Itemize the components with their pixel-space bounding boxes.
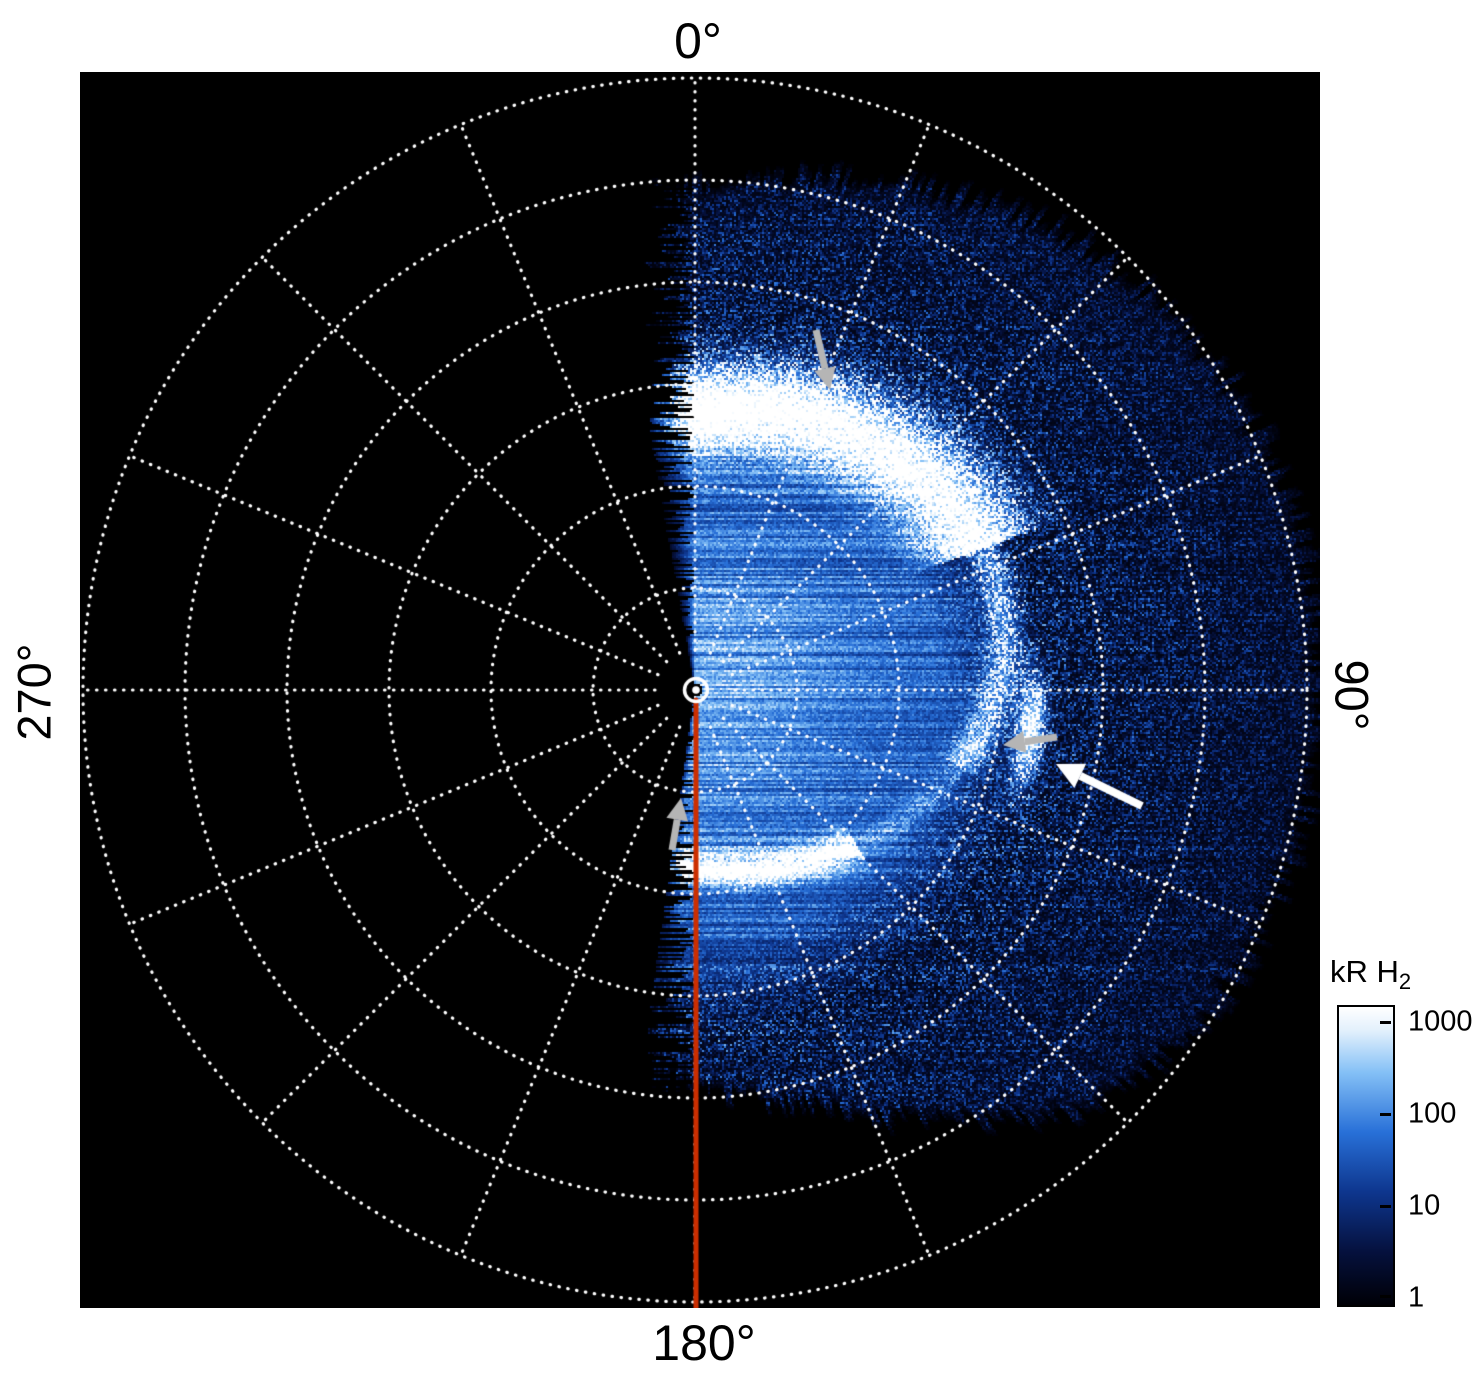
colorbar-tick-label-100: 100 bbox=[1408, 1097, 1457, 1130]
colorbar-tick-label-10: 10 bbox=[1408, 1189, 1441, 1222]
colorbar-tick-mark bbox=[1380, 1021, 1391, 1024]
angle-label-90: 90° bbox=[1325, 659, 1379, 731]
colorbar-title-main: kR H bbox=[1330, 954, 1399, 989]
polar-plot-area bbox=[80, 72, 1320, 1308]
colorbar-title-subscript: 2 bbox=[1398, 969, 1412, 995]
angle-label-180: 180° bbox=[652, 1315, 756, 1371]
colorbar-tick-label-1: 1 bbox=[1408, 1281, 1425, 1314]
colorbar-tick-mark bbox=[1380, 1113, 1391, 1116]
colorbar-tick-mark bbox=[1380, 1205, 1391, 1208]
angle-label-0: 0° bbox=[674, 13, 722, 69]
angle-label-270: 270° bbox=[7, 643, 61, 741]
colorbar-gradient bbox=[1339, 1007, 1393, 1305]
aurora-heatmap-canvas bbox=[80, 72, 1320, 1308]
colorbar-title: kR H2 bbox=[1330, 954, 1411, 995]
colorbar bbox=[1337, 1005, 1395, 1307]
colorbar-tick-mark bbox=[1380, 1295, 1391, 1298]
colorbar-tick-label-1000: 1000 bbox=[1408, 1005, 1473, 1038]
